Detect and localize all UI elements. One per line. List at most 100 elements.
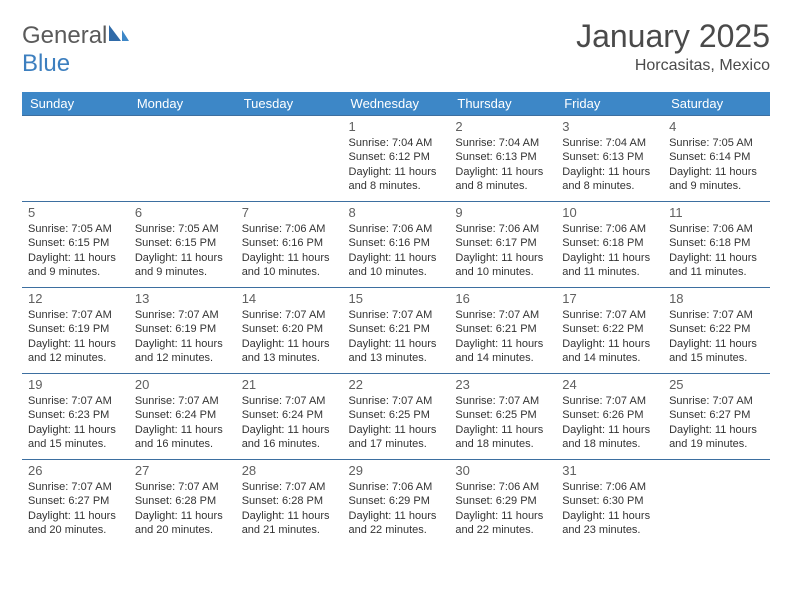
day-number: 19 xyxy=(28,377,123,392)
day-number: 14 xyxy=(242,291,337,306)
calendar-day-cell: 23Sunrise: 7:07 AMSunset: 6:25 PMDayligh… xyxy=(449,374,556,460)
day-info: Sunrise: 7:06 AMSunset: 6:17 PMDaylight:… xyxy=(455,222,550,279)
day-number: 2 xyxy=(455,119,550,134)
location: Horcasitas, Mexico xyxy=(576,57,770,75)
page-title: January 2025 xyxy=(576,18,770,55)
calendar-day-cell: 31Sunrise: 7:06 AMSunset: 6:30 PMDayligh… xyxy=(556,460,663,546)
calendar-day-cell: 17Sunrise: 7:07 AMSunset: 6:22 PMDayligh… xyxy=(556,288,663,374)
page-header: GeneralBlue January 2025 Horcasitas, Mex… xyxy=(22,18,770,78)
day-number: 8 xyxy=(349,205,444,220)
day-info: Sunrise: 7:07 AMSunset: 6:22 PMDaylight:… xyxy=(669,308,764,365)
day-info: Sunrise: 7:07 AMSunset: 6:19 PMDaylight:… xyxy=(28,308,123,365)
day-number: 22 xyxy=(349,377,444,392)
calendar-day-cell: 19Sunrise: 7:07 AMSunset: 6:23 PMDayligh… xyxy=(22,374,129,460)
calendar-day-cell: 13 Sunrise: 7:07 AMSunset: 6:19 PMDayligh… xyxy=(129,288,236,374)
day-header: Thursday xyxy=(449,92,556,116)
calendar-day-cell: 22 Sunrise: 7:07 AMSunset: 6:25 PMDayligh… xyxy=(343,374,450,460)
day-info: Sunrise: 7:05 AMSunset: 6:14 PMDaylight:… xyxy=(669,136,764,193)
calendar-day-cell: 15 Sunrise: 7:07 AMSunset: 6:21 PMDayligh… xyxy=(343,288,450,374)
logo-text-general: General xyxy=(22,22,107,49)
day-info: Sunrise: 7:07 AMSunset: 6:24 PMDaylight:… xyxy=(242,394,337,451)
day-info: Sunrise: 7:07 AMSunset: 6:20 PMDaylight:… xyxy=(242,308,337,365)
day-number: 12 xyxy=(28,291,123,306)
day-number: 11 xyxy=(669,205,764,220)
calendar-body: 1Sunrise: 7:04 AMSunset: 6:12 PMDaylight… xyxy=(22,116,770,546)
calendar-week-row: 19Sunrise: 7:07 AMSunset: 6:23 PMDayligh… xyxy=(22,374,770,460)
calendar-day-cell: 1Sunrise: 7:04 AMSunset: 6:12 PMDaylight… xyxy=(343,116,450,202)
calendar-table: SundayMondayTuesdayWednesdayThursdayFrid… xyxy=(22,92,770,546)
day-info: Sunrise: 7:04 AMSunset: 6:13 PMDaylight:… xyxy=(562,136,657,193)
day-number: 10 xyxy=(562,205,657,220)
day-number: 20 xyxy=(135,377,230,392)
calendar-day-cell: 11Sunrise: 7:06 AMSunset: 6:18 PMDayligh… xyxy=(663,202,770,288)
calendar-day-cell: 26 Sunrise: 7:07 AMSunset: 6:27 PMDayligh… xyxy=(22,460,129,546)
calendar-day-cell: 29Sunrise: 7:06 AMSunset: 6:29 PMDayligh… xyxy=(343,460,450,546)
day-number: 5 xyxy=(28,205,123,220)
day-number: 17 xyxy=(562,291,657,306)
calendar-day-cell: 5 Sunrise: 7:05 AMSunset: 6:15 PMDaylight… xyxy=(22,202,129,288)
calendar-day-cell: 3 Sunrise: 7:04 AMSunset: 6:13 PMDaylight… xyxy=(556,116,663,202)
day-info: Sunrise: 7:06 AMSunset: 6:18 PMDaylight:… xyxy=(562,222,657,279)
day-header: Sunday xyxy=(22,92,129,116)
calendar-day-cell: 10 Sunrise: 7:06 AMSunset: 6:18 PMDayligh… xyxy=(556,202,663,288)
calendar-week-row: 26 Sunrise: 7:07 AMSunset: 6:27 PMDayligh… xyxy=(22,460,770,546)
day-number: 28 xyxy=(242,463,337,478)
logo-text-blue: Blue xyxy=(22,50,70,77)
day-number: 21 xyxy=(242,377,337,392)
calendar-empty-cell xyxy=(663,460,770,546)
day-info: Sunrise: 7:05 AMSunset: 6:15 PMDaylight:… xyxy=(28,222,123,279)
day-number: 9 xyxy=(455,205,550,220)
day-number: 13 xyxy=(135,291,230,306)
calendar-header-row: SundayMondayTuesdayWednesdayThursdayFrid… xyxy=(22,92,770,116)
day-info: Sunrise: 7:07 AMSunset: 6:27 PMDaylight:… xyxy=(28,480,123,537)
calendar-day-cell: 9 Sunrise: 7:06 AMSunset: 6:17 PMDaylight… xyxy=(449,202,556,288)
calendar-empty-cell xyxy=(22,116,129,202)
calendar-day-cell: 6 Sunrise: 7:05 AMSunset: 6:15 PMDaylight… xyxy=(129,202,236,288)
day-info: Sunrise: 7:07 AMSunset: 6:19 PMDaylight:… xyxy=(135,308,230,365)
calendar-day-cell: 4 Sunrise: 7:05 AMSunset: 6:14 PMDaylight… xyxy=(663,116,770,202)
day-info: Sunrise: 7:07 AMSunset: 6:26 PMDaylight:… xyxy=(562,394,657,451)
calendar-week-row: 12 Sunrise: 7:07 AMSunset: 6:19 PMDayligh… xyxy=(22,288,770,374)
day-number: 25 xyxy=(669,377,764,392)
day-header: Tuesday xyxy=(236,92,343,116)
day-header: Saturday xyxy=(663,92,770,116)
calendar-day-cell: 7Sunrise: 7:06 AMSunset: 6:16 PMDaylight… xyxy=(236,202,343,288)
day-info: Sunrise: 7:04 AMSunset: 6:12 PMDaylight:… xyxy=(349,136,444,193)
day-number: 6 xyxy=(135,205,230,220)
day-number: 7 xyxy=(242,205,337,220)
day-number: 31 xyxy=(562,463,657,478)
calendar-empty-cell xyxy=(236,116,343,202)
day-number: 16 xyxy=(455,291,550,306)
day-info: Sunrise: 7:07 AMSunset: 6:27 PMDaylight:… xyxy=(669,394,764,451)
calendar-day-cell: 24Sunrise: 7:07 AMSunset: 6:26 PMDayligh… xyxy=(556,374,663,460)
day-number: 3 xyxy=(562,119,657,134)
calendar-week-row: 1Sunrise: 7:04 AMSunset: 6:12 PMDaylight… xyxy=(22,116,770,202)
day-number: 4 xyxy=(669,119,764,134)
day-header: Monday xyxy=(129,92,236,116)
day-info: Sunrise: 7:07 AMSunset: 6:25 PMDaylight:… xyxy=(349,394,444,451)
day-info: Sunrise: 7:07 AMSunset: 6:21 PMDaylight:… xyxy=(455,308,550,365)
day-info: Sunrise: 7:07 AMSunset: 6:21 PMDaylight:… xyxy=(349,308,444,365)
calendar-day-cell: 2Sunrise: 7:04 AMSunset: 6:13 PMDaylight… xyxy=(449,116,556,202)
day-number: 15 xyxy=(349,291,444,306)
calendar-day-cell: 8 Sunrise: 7:06 AMSunset: 6:16 PMDaylight… xyxy=(343,202,450,288)
calendar-empty-cell xyxy=(129,116,236,202)
calendar-day-cell: 18Sunrise: 7:07 AMSunset: 6:22 PMDayligh… xyxy=(663,288,770,374)
day-header: Friday xyxy=(556,92,663,116)
calendar-day-cell: 25 Sunrise: 7:07 AMSunset: 6:27 PMDayligh… xyxy=(663,374,770,460)
day-info: Sunrise: 7:07 AMSunset: 6:24 PMDaylight:… xyxy=(135,394,230,451)
day-number: 23 xyxy=(455,377,550,392)
day-number: 30 xyxy=(455,463,550,478)
calendar-day-cell: 28 Sunrise: 7:07 AMSunset: 6:28 PMDayligh… xyxy=(236,460,343,546)
day-info: Sunrise: 7:05 AMSunset: 6:15 PMDaylight:… xyxy=(135,222,230,279)
day-info: Sunrise: 7:06 AMSunset: 6:16 PMDaylight:… xyxy=(349,222,444,279)
calendar-week-row: 5 Sunrise: 7:05 AMSunset: 6:15 PMDaylight… xyxy=(22,202,770,288)
logo: GeneralBlue xyxy=(22,22,129,78)
day-info: Sunrise: 7:06 AMSunset: 6:29 PMDaylight:… xyxy=(349,480,444,537)
day-info: Sunrise: 7:07 AMSunset: 6:28 PMDaylight:… xyxy=(242,480,337,537)
calendar-day-cell: 27Sunrise: 7:07 AMSunset: 6:28 PMDayligh… xyxy=(129,460,236,546)
day-number: 27 xyxy=(135,463,230,478)
title-block: January 2025 Horcasitas, Mexico xyxy=(576,18,770,75)
calendar-day-cell: 21 Sunrise: 7:07 AMSunset: 6:24 PMDayligh… xyxy=(236,374,343,460)
day-number: 26 xyxy=(28,463,123,478)
